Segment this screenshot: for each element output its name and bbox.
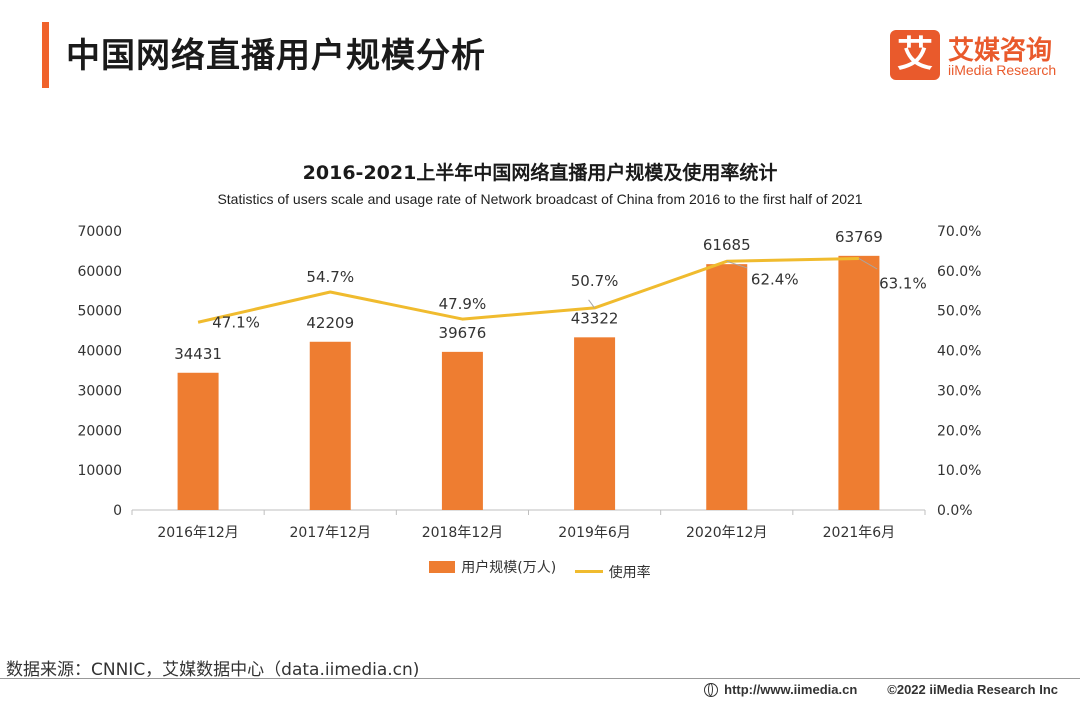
- logo-chinese-text: 艾媒咨询: [948, 36, 1053, 66]
- x-category-label: 2019年6月: [558, 525, 631, 541]
- y-left-tick-label: 40000: [77, 344, 122, 360]
- y-right-tick-label: 30.0%: [937, 383, 981, 399]
- logo-mark-icon: 艾: [890, 30, 940, 80]
- footer-divider: [0, 678, 1080, 679]
- bar-data-label: 63769: [835, 228, 883, 246]
- line-data-label: 54.7%: [306, 268, 354, 286]
- iimedia-logo: 艾 艾媒咨询 iiMedia Research: [890, 30, 1070, 82]
- y-left-tick-label: 70000: [77, 224, 122, 240]
- y-left-tick-label: 10000: [77, 463, 122, 479]
- chart-legend: 用户规模(万人) 使用率: [0, 557, 1080, 582]
- line-usage-rate: [197, 257, 859, 324]
- y-left-tick-label: 30000: [77, 383, 122, 399]
- line-label-leader: [858, 258, 878, 270]
- x-category-label: 2016年12月: [157, 525, 238, 541]
- data-source-note: 数据来源：CNNIC，艾媒数据中心（data.iimedia.cn): [6, 660, 420, 680]
- y-left-tick-label: 20000: [77, 423, 122, 439]
- line-data-label: 47.9%: [439, 295, 487, 313]
- logo-english-text: iiMedia Research: [948, 62, 1057, 78]
- bar-data-label: 43322: [571, 309, 619, 327]
- x-category-label: 2017年12月: [290, 525, 371, 541]
- footer-copyright: ©2022 iiMedia Research Inc: [887, 682, 1058, 697]
- line-data-label: 50.7%: [571, 272, 619, 290]
- bar-data-label: 39676: [439, 324, 487, 342]
- bar-user-scale: [838, 255, 880, 510]
- bar-user-scale: [309, 341, 351, 510]
- y-left-tick-label: 50000: [77, 304, 122, 320]
- footer: http://www.iimedia.cn ©2022 iiMedia Rese…: [704, 682, 1058, 697]
- y-right-tick-label: 0.0%: [937, 503, 973, 519]
- x-category-label: 2020年12月: [686, 525, 767, 541]
- legend-label-usage-rate: 使用率: [608, 564, 651, 581]
- bar-data-label: 34431: [174, 345, 222, 363]
- y-left-tick-label: 60000: [77, 264, 122, 280]
- legend-line-swatch-icon: [574, 570, 603, 573]
- bar-user-scale: [441, 351, 483, 510]
- title-accent-bar: [42, 22, 49, 88]
- bar-user-scale: [706, 264, 748, 510]
- line-data-label: 62.4%: [751, 270, 799, 288]
- bar-user-scale: [177, 372, 219, 510]
- bar-user-scale: [574, 337, 616, 510]
- x-category-label: 2021年6月: [823, 525, 896, 541]
- footer-url[interactable]: http://www.iimedia.cn: [724, 682, 858, 697]
- y-left-tick-label: 0: [113, 503, 122, 519]
- y-right-tick-label: 20.0%: [937, 423, 981, 439]
- x-category-label: 2018年12月: [422, 525, 503, 541]
- y-right-tick-label: 50.0%: [937, 304, 981, 320]
- y-right-tick-label: 70.0%: [937, 224, 981, 240]
- line-data-label: 47.1%: [212, 313, 260, 331]
- line-label-leader: [726, 260, 748, 269]
- legend-item-users: 用户规模(万人): [429, 557, 556, 577]
- bar-data-label: 61685: [703, 236, 751, 254]
- chart-subtitle: Statistics of users scale and usage rate…: [217, 191, 863, 207]
- y-right-tick-label: 40.0%: [937, 344, 981, 360]
- chart-title: 2016-2021上半年中国网络直播用户规模及使用率统计: [302, 162, 778, 184]
- y-right-tick-label: 60.0%: [937, 264, 981, 280]
- bar-data-label: 42209: [306, 314, 354, 332]
- legend-label-users: 用户规模(万人): [461, 560, 557, 576]
- legend-item-usage-rate: 使用率: [569, 562, 651, 582]
- page-title: 中国网络直播用户规模分析: [66, 36, 486, 76]
- globe-icon: [704, 682, 719, 697]
- line-data-label: 63.1%: [879, 275, 927, 293]
- y-right-tick-label: 10.0%: [937, 463, 981, 479]
- line-label-leader: [588, 299, 595, 309]
- legend-bar-swatch-icon: [429, 561, 456, 573]
